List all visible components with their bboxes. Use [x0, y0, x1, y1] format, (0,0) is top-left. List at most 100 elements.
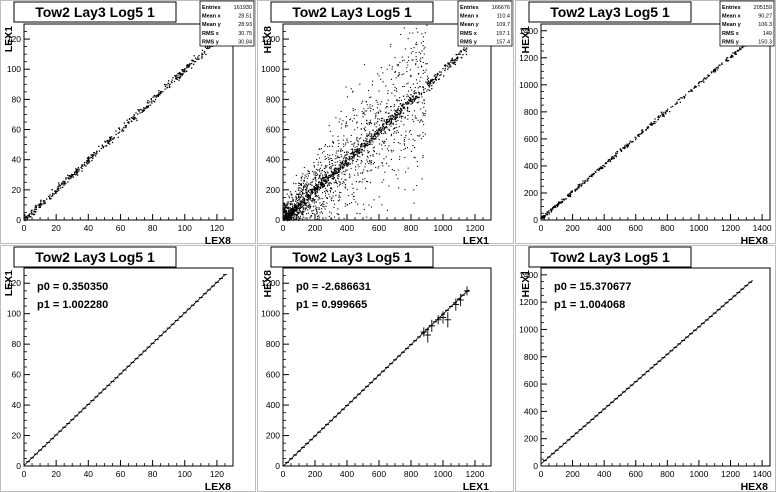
scatter-point [387, 116, 390, 118]
scatter-point [628, 143, 630, 145]
scatter-point [364, 129, 366, 131]
scatter-point [599, 168, 602, 170]
scatter-point [387, 99, 389, 101]
scatter-point [318, 207, 320, 209]
scatter-point [343, 182, 345, 184]
scatter-point [661, 115, 664, 117]
scatter-point [370, 137, 372, 140]
scatter-point [365, 130, 367, 132]
scatter-point [136, 119, 138, 122]
scatter-point [158, 92, 160, 94]
scatter-point [315, 175, 317, 177]
scatter-point [40, 199, 42, 201]
scatter-point [338, 194, 340, 196]
scatter-point [443, 75, 445, 77]
scatter-point [426, 24, 428, 26]
y-tick-label: 400 [524, 161, 538, 171]
scatter-point [350, 88, 352, 90]
x-tick-label: 200 [565, 223, 579, 233]
scatter-point [355, 166, 357, 168]
scatter-point [422, 156, 424, 158]
scatter-point [327, 184, 329, 186]
scatter-point [396, 111, 398, 113]
scatter-point [287, 203, 289, 205]
scatter-point [31, 213, 33, 215]
scatter-point [714, 71, 716, 73]
scatter-point [345, 159, 347, 162]
scatter-point [598, 168, 600, 171]
scatter-point [335, 152, 337, 154]
scatter-point [359, 149, 361, 151]
scatter-point [414, 99, 416, 101]
scatter-point [313, 213, 315, 215]
scatter-point [325, 181, 327, 183]
scatter-point [657, 115, 660, 117]
scatter-point [399, 97, 401, 99]
scatter-point [181, 69, 183, 71]
scatter-point [302, 186, 304, 188]
scatter-point [316, 208, 318, 210]
scatter-point [70, 177, 72, 179]
scatter-point [118, 127, 120, 129]
scatter-point [602, 165, 604, 167]
scatter-point [352, 151, 354, 153]
scatter-point [297, 204, 300, 206]
y-tick-label: 120 [7, 278, 21, 288]
scatter-point [295, 198, 297, 200]
scatter-point [414, 90, 416, 92]
scatter-point [364, 178, 366, 180]
scatter-point [396, 64, 398, 66]
scatter-point [337, 177, 339, 179]
scatter-point [193, 55, 195, 57]
scatter-point [725, 60, 727, 62]
scatter-point [578, 186, 580, 188]
scatter-point [395, 123, 397, 125]
scatter-point [375, 115, 377, 117]
scatter-point [380, 67, 382, 69]
y-tick-label: 600 [266, 125, 280, 135]
scatter-point [135, 118, 137, 120]
scatter-point [396, 111, 399, 113]
scatter-point [405, 102, 407, 104]
scatter-point [303, 186, 305, 188]
scatter-point [704, 78, 707, 80]
scatter-point [395, 116, 397, 118]
scatter-point [663, 115, 665, 117]
scatter-point [457, 56, 459, 59]
scatter-point [641, 129, 643, 132]
scatter-point [285, 213, 287, 215]
scatter-point [569, 195, 571, 197]
fit-parameter: p1 = 1.004068 [554, 299, 625, 311]
scatter-point [365, 137, 367, 139]
scatter-point [386, 162, 388, 164]
scatter-point [305, 194, 307, 196]
scatter-point [160, 90, 162, 93]
scatter-point [458, 53, 460, 55]
scatter-point [360, 172, 362, 174]
scatter-point [626, 144, 629, 146]
scatter-point [189, 63, 191, 65]
scatter-point [337, 171, 339, 173]
y-tick-label: 100 [7, 64, 21, 74]
scatter-point [93, 154, 95, 156]
scatter-point [345, 116, 347, 118]
scatter-point [380, 131, 382, 134]
scatter-point [742, 46, 744, 49]
scatter-point [331, 188, 333, 190]
scatter-point [316, 206, 318, 208]
scatter-point [419, 59, 421, 61]
scatter-point [338, 164, 340, 166]
scatter-point [413, 93, 415, 95]
scatter-point [588, 175, 591, 178]
x-axis-label: HEX8 [741, 481, 769, 492]
scatter-point [295, 216, 297, 218]
scatter-point [691, 90, 693, 92]
scatter-point [295, 205, 297, 207]
scatter-point [358, 151, 360, 153]
scatter-point [551, 210, 553, 212]
scatter-point [331, 159, 333, 161]
scatter-point [390, 43, 392, 45]
scatter-point [312, 198, 314, 200]
scatter-point [409, 100, 411, 102]
scatter-point [292, 208, 294, 210]
